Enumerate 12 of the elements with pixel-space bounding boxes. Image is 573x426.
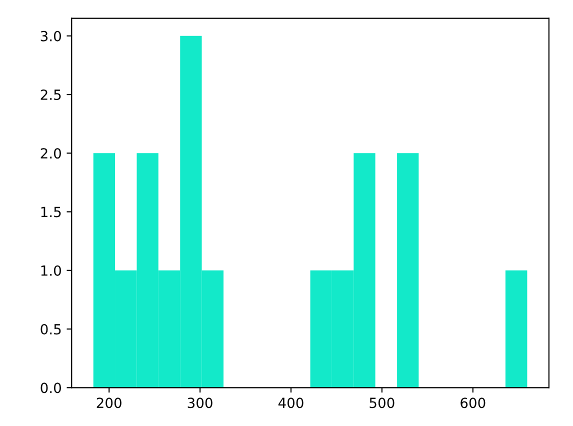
y-tick-label: 2.0 xyxy=(40,148,61,159)
x-tick-label: 500 xyxy=(370,398,394,408)
x-tick-label: 600 xyxy=(460,398,486,408)
x-tick-label: 300 xyxy=(188,398,212,408)
y-tick-label: 3.0 xyxy=(40,30,61,42)
x-tick-label: 200 xyxy=(96,398,122,408)
y-tick-label: 2.5 xyxy=(40,90,61,100)
y-tick-label: 1.5 xyxy=(41,206,61,218)
y-tick-label: 0.5 xyxy=(40,324,61,335)
y-tick-label: 0.0 xyxy=(40,382,61,394)
x-tick-label: 400 xyxy=(278,398,304,408)
y-tick-label: 1.0 xyxy=(41,265,61,276)
